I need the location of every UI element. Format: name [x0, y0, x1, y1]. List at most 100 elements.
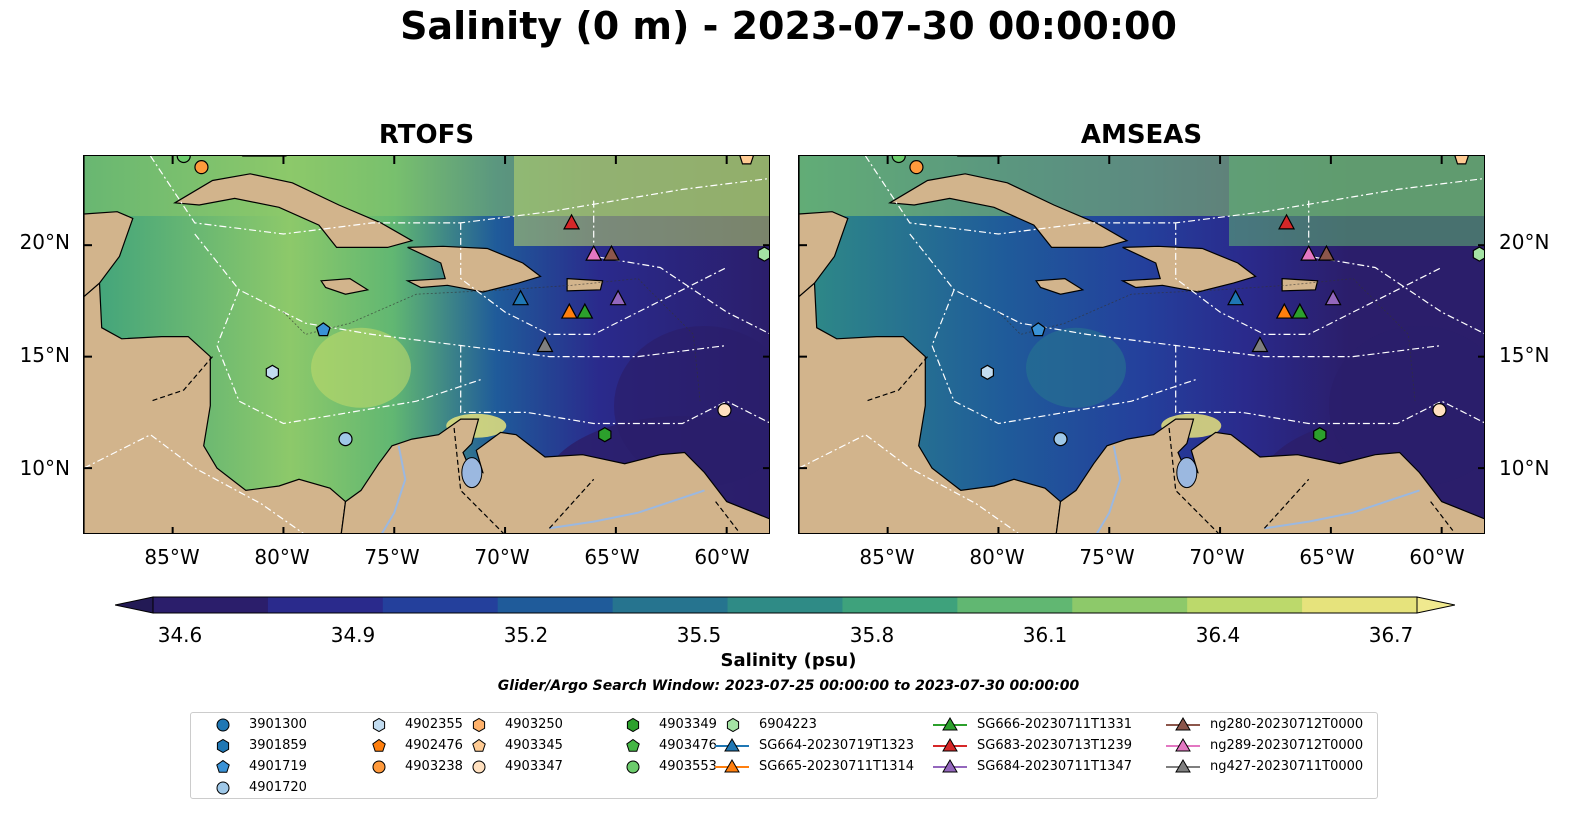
legend-label: 4903349 — [659, 717, 717, 732]
argo-float-4901720 — [338, 432, 353, 447]
legend-label: 4903345 — [505, 738, 563, 753]
land-jamaica — [1035, 277, 1085, 295]
land-yucatan — [799, 156, 849, 298]
legend-label: ng289-20230712T0000 — [1210, 738, 1364, 753]
glider-marker — [536, 336, 554, 353]
land-jamaica — [320, 277, 370, 295]
eez-boundary — [84, 433, 304, 533]
eez-boundary — [149, 156, 769, 235]
legend-label: 3901859 — [249, 738, 307, 753]
country-border — [865, 356, 928, 402]
colorbar-tick-label: 34.9 — [330, 623, 376, 647]
land-cuba — [172, 173, 414, 249]
lat-label-10n-right: 10°N — [1499, 456, 1550, 480]
salinity-patch — [311, 327, 412, 408]
lon-label-85w-right: 85°W — [859, 545, 915, 569]
argo-float-4901720 — [1053, 432, 1068, 447]
legend-label: 4903476 — [659, 738, 717, 753]
country-border — [715, 501, 739, 531]
glider-marker — [1317, 244, 1335, 261]
search-window-text: Glider/Argo Search Window: 2023-07-25 00… — [497, 678, 1080, 694]
country-border — [453, 427, 504, 533]
legend-marker-circle-icon — [626, 760, 640, 774]
country-border — [1168, 427, 1219, 533]
legend-marker-triangle-line-icon — [715, 759, 749, 773]
legend-marker-circle-icon — [372, 760, 386, 774]
argo-float-6904223 — [757, 246, 769, 262]
lon-label-80w-left: 80°W — [254, 545, 310, 569]
glider-marker — [585, 244, 603, 261]
legend-label: 3901300 — [249, 717, 307, 732]
salinity-patch — [1026, 327, 1127, 408]
eez-boundary — [460, 222, 727, 335]
glider-marker — [609, 289, 627, 306]
legend-label: 4903238 — [405, 759, 463, 774]
legend-label: 4901719 — [249, 759, 307, 774]
glider-marker — [560, 302, 578, 319]
colorbar-tick-label: 36.1 — [1022, 623, 1068, 647]
argo-float-4902355 — [265, 364, 279, 380]
argo-float-4903345 — [739, 156, 754, 165]
legend-marker-triangle-line-icon — [715, 738, 749, 752]
legend-marker-pentagon-icon — [216, 759, 230, 773]
colorbar-label: Salinity (psu) — [720, 650, 857, 671]
colorbar-segment — [1072, 597, 1188, 613]
glider-marker — [563, 213, 581, 230]
eez-boundary — [931, 289, 1199, 425]
country-border — [150, 356, 213, 402]
legend-marker-hexagon-icon — [726, 717, 740, 733]
country-border — [1263, 478, 1310, 529]
legend-marker-triangle-line-icon — [933, 738, 967, 752]
colorbar-segment — [1302, 597, 1418, 613]
legend-label: 4903347 — [505, 759, 563, 774]
river — [381, 445, 407, 533]
argo-float-4901719 — [315, 322, 331, 337]
argo-float-4903349 — [1313, 427, 1327, 443]
argo-float-4903347 — [717, 403, 732, 418]
panel-title-rtofs: RTOFS — [378, 120, 475, 150]
legend-marker-triangle-line-icon — [1166, 759, 1200, 773]
lat-label-10n-left: 10°N — [19, 456, 70, 480]
glider-marker — [1300, 244, 1318, 261]
panel-title-amseas: AMSEAS — [1080, 120, 1203, 150]
glider-marker — [1324, 289, 1342, 306]
glider-marker — [1278, 213, 1296, 230]
legend-label: 4902355 — [405, 717, 463, 732]
legend-label: 4903553 — [659, 759, 717, 774]
legend-label: 4903250 — [505, 717, 563, 732]
colorbar-segment — [727, 597, 843, 613]
legend-label: 4902476 — [405, 738, 463, 753]
legend-marker-circle-icon — [216, 718, 230, 732]
legend-label: SG666-20230711T1331 — [977, 717, 1133, 732]
map-amseas[interactable] — [798, 155, 1485, 534]
legend-label: ng427-20230711T0000 — [1210, 759, 1364, 774]
eez-boundary — [216, 289, 484, 425]
lat-label-20n-right: 20°N — [1499, 230, 1550, 254]
low-salinity-plume — [614, 326, 769, 486]
argo-float-4902355 — [980, 364, 994, 380]
eez-boundary — [799, 433, 1019, 533]
legend-marker-triangle-line-icon — [1166, 717, 1200, 731]
lon-label-75w-left: 75°W — [364, 545, 420, 569]
legend-marker-circle-icon — [472, 760, 486, 774]
land-cuba — [887, 173, 1129, 249]
legend-marker-circle-icon — [216, 781, 230, 795]
legend-marker-hexagon-icon — [216, 738, 230, 754]
argo-float-4903553 — [891, 156, 906, 164]
map-rtofs[interactable] — [83, 155, 770, 534]
legend-marker-triangle-line-icon — [933, 717, 967, 731]
lon-label-75w-right: 75°W — [1079, 545, 1135, 569]
lake-maracaibo — [461, 457, 483, 489]
colorbar-segment — [1187, 597, 1303, 613]
low-salinity-plume — [1329, 326, 1484, 486]
eez-boundary — [460, 345, 769, 425]
colorbar-extend-low — [115, 596, 154, 614]
colorbar-segment — [153, 597, 269, 613]
lake-maracaibo — [1176, 457, 1198, 489]
eez-boundary — [1308, 200, 1484, 335]
country-border — [548, 478, 595, 529]
lon-label-60w-left: 60°W — [694, 545, 750, 569]
legend-marker-pentagon-icon — [372, 738, 386, 752]
argo-float-4903238 — [909, 160, 924, 175]
land-hispaniola — [405, 245, 542, 293]
